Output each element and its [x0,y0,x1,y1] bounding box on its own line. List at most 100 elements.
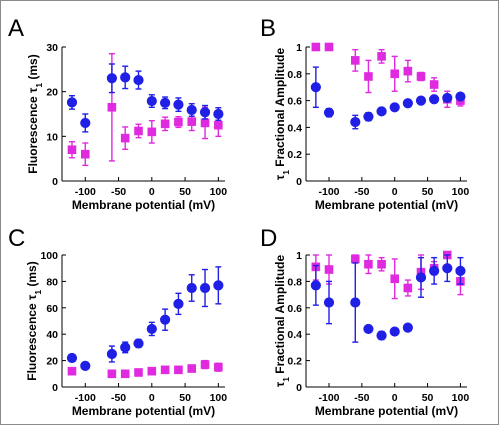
panel-c-circle-point-3 [120,342,131,353]
panel-d-ytick-label-0: 0 [296,382,302,394]
panel-d-xtick-label-1: -50 [354,392,369,404]
panel-a-square-point-7 [174,117,183,127]
panel-b-xtick-label-1: -50 [354,186,369,198]
panel-a-xtick-label-2: 0 [149,186,155,198]
panel-b-ytick-label-2: 0.4 [287,122,302,134]
panel-d-circle-point-6 [402,322,413,333]
panel-a-square-point-4 [134,126,143,136]
panel-b: B τ1 Fractional Amplitude Membrane poten… [260,15,469,212]
panel-b-square-point-0 [311,42,321,52]
panel-a-circle-point-8 [186,104,197,116]
panel-a: A Fluorescence τ1 (ms) Membrane potentia… [8,15,227,212]
panel-a-y-axis-label-main: Fluorescence τ [26,87,40,174]
panel-b-circle-point-5 [389,102,400,113]
panel-c-xtick-label-3: 50 [179,392,191,404]
panel-b-square-point-7 [416,72,426,81]
panel-a-square-point-9 [200,118,210,128]
panel-a-circle-point-7 [173,99,184,110]
panel-c-square-point-6 [160,365,170,375]
panel-a-square-point-0 [67,145,77,155]
panel-c-xtick-label-2: 0 [149,392,155,404]
panel-c-xtick-label-0: -100 [75,392,96,404]
panel-d-circle-point-2 [350,297,361,308]
panel-d-square-point-1 [324,265,334,274]
panel-d-circle-point-0 [310,280,321,291]
panel-a-square-point-3 [120,133,130,143]
panel-b-circle-point-10 [455,91,466,102]
panel-c-square-point-3 [120,369,130,379]
panel-c-ytick-label-2: 40 [46,329,58,341]
panel-b-ytick-label-4: 0.8 [287,69,302,81]
panel-b-ytick-label-3: 0.6 [287,96,302,108]
panel-a-square-point-8 [187,117,197,126]
panel-d: D τ1 Fractional Amplitude Membrane poten… [260,225,469,418]
panel-c-xtick-label-1: -50 [111,392,126,404]
panel-c-plot-area: 0 20 40 60 80 100 -100 -50 0 50 100 [40,250,227,404]
panel-b-y-axis-label-subscript: 1 [281,170,291,175]
panel-c: C Fluorescence τ1 (ms) Membrane potentia… [8,225,227,418]
panel-a-xtick-label-3: 50 [179,186,191,198]
panel-d-xtick-label-3: 50 [422,392,434,404]
panel-d-square-point-3 [364,259,373,269]
panel-a-ytick-label-0: 0 [52,176,58,188]
panel-a-square-point-5 [147,127,157,137]
panel-b-series-square [311,42,465,109]
panel-a-circle-point-2 [106,73,117,84]
panel-c-square-point-10 [214,362,223,372]
panel-c-square-point-9 [200,360,210,369]
panel-d-y-axis-label-subscript: 1 [281,377,291,382]
panel-c-circle-point-0 [66,352,78,364]
panel-a-circle-point-1 [80,117,91,129]
panel-d-circle-point-7 [415,272,427,283]
panel-b-circle-point-6 [402,98,413,109]
panel-a-label: A [8,15,24,42]
panel-b-y-axis-label-rest: Fractional Amplitude [273,48,287,171]
panel-c-square-point-5 [147,366,157,376]
panel-a-y-axis-label: Fluorescence τ1 (ms) [26,54,44,173]
panel-b-xtick-label-2: 0 [392,186,398,198]
panel-c-circle-point-6 [160,314,171,325]
panel-d-square-point-4 [377,259,386,269]
panel-a-circle-point-6 [160,97,171,108]
panel-b-circle-point-1 [323,107,335,118]
panel-b-square-point-1 [324,42,334,52]
panel-b-ytick-label-5: 1 [296,42,302,54]
panel-c-circle-point-4 [133,338,144,349]
panel-b-xtick-label-0: -100 [318,186,339,198]
panel-c-series-circle [66,266,224,371]
panel-a-circle-point-5 [146,95,157,107]
panel-a-circle-point-9 [199,107,211,118]
panel-c-y-axis-label-subscript: 1 [33,290,43,295]
panel-b-circle-point-2 [350,116,361,128]
panel-d-circle-point-10 [455,265,466,276]
panel-b-plot-area: 0 0.2 0.4 0.6 0.8 1 -100 -50 0 50 100 [287,42,469,198]
panel-b-xtick-label-4: 100 [452,186,470,198]
panel-c-ytick-label-4: 80 [46,276,58,288]
panel-d-y-axis-label-main: τ [273,381,287,387]
panel-c-circle-point-2 [106,348,117,360]
panel-c-xtick-label-4: 100 [210,392,228,404]
panel-d-ytick-label-4: 0.8 [287,276,302,288]
panel-b-ytick-label-1: 0.2 [287,149,302,161]
panel-c-y-axis-label-main: Fluorescence τ [25,294,39,381]
panel-b-square-point-2 [350,56,360,65]
panel-d-y-axis-label: τ1 Fractional Amplitude [273,255,291,388]
panel-b-circle-point-3 [363,111,374,122]
panel-d-ytick-label-3: 0.6 [287,303,302,315]
panel-d-circle-point-1 [323,297,335,308]
panel-d-xtick-label-4: 100 [452,392,470,404]
panel-d-circle-point-8 [429,265,440,276]
panel-d-circle-point-5 [389,326,400,337]
panel-a-ytick-label-2: 20 [46,87,58,99]
panel-c-circle-point-10 [213,280,224,291]
panel-a-x-axis-label: Membrane potential (mV) [72,198,215,212]
panel-c-square-point-4 [134,368,143,377]
panel-c-ytick-label-1: 20 [46,356,58,368]
panel-a-xtick-label-0: -100 [75,186,96,198]
panel-c-circle-point-8 [186,282,197,294]
panel-a-y-axis-label-unit: (ms) [26,54,40,83]
panel-a-ytick-label-3: 30 [46,42,58,54]
panel-b-xtick-label-3: 50 [422,186,434,198]
